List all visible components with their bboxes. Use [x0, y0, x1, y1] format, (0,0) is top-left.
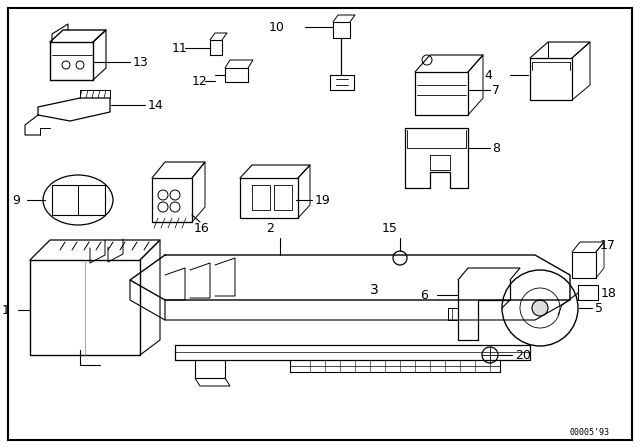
Text: 16: 16 [194, 221, 210, 234]
Text: 5: 5 [595, 302, 603, 314]
Text: 3: 3 [370, 283, 379, 297]
Ellipse shape [43, 175, 113, 225]
Text: 9: 9 [12, 194, 20, 207]
Text: 4: 4 [484, 69, 492, 82]
Text: 13: 13 [133, 56, 148, 69]
Text: 7: 7 [492, 83, 500, 96]
Text: 11: 11 [172, 42, 188, 55]
Text: 15: 15 [382, 221, 398, 234]
Text: 12: 12 [192, 74, 208, 87]
Text: 17: 17 [600, 238, 616, 251]
Text: 6: 6 [420, 289, 428, 302]
Text: 1: 1 [2, 303, 10, 316]
Text: 2: 2 [266, 221, 274, 234]
Text: 19: 19 [315, 194, 331, 207]
Text: 14: 14 [148, 99, 164, 112]
Circle shape [532, 300, 548, 316]
Text: 8: 8 [492, 142, 500, 155]
Text: 10: 10 [269, 21, 285, 34]
Text: 00005'93: 00005'93 [570, 427, 610, 436]
Text: 18: 18 [601, 287, 617, 300]
Text: 20: 20 [515, 349, 531, 362]
